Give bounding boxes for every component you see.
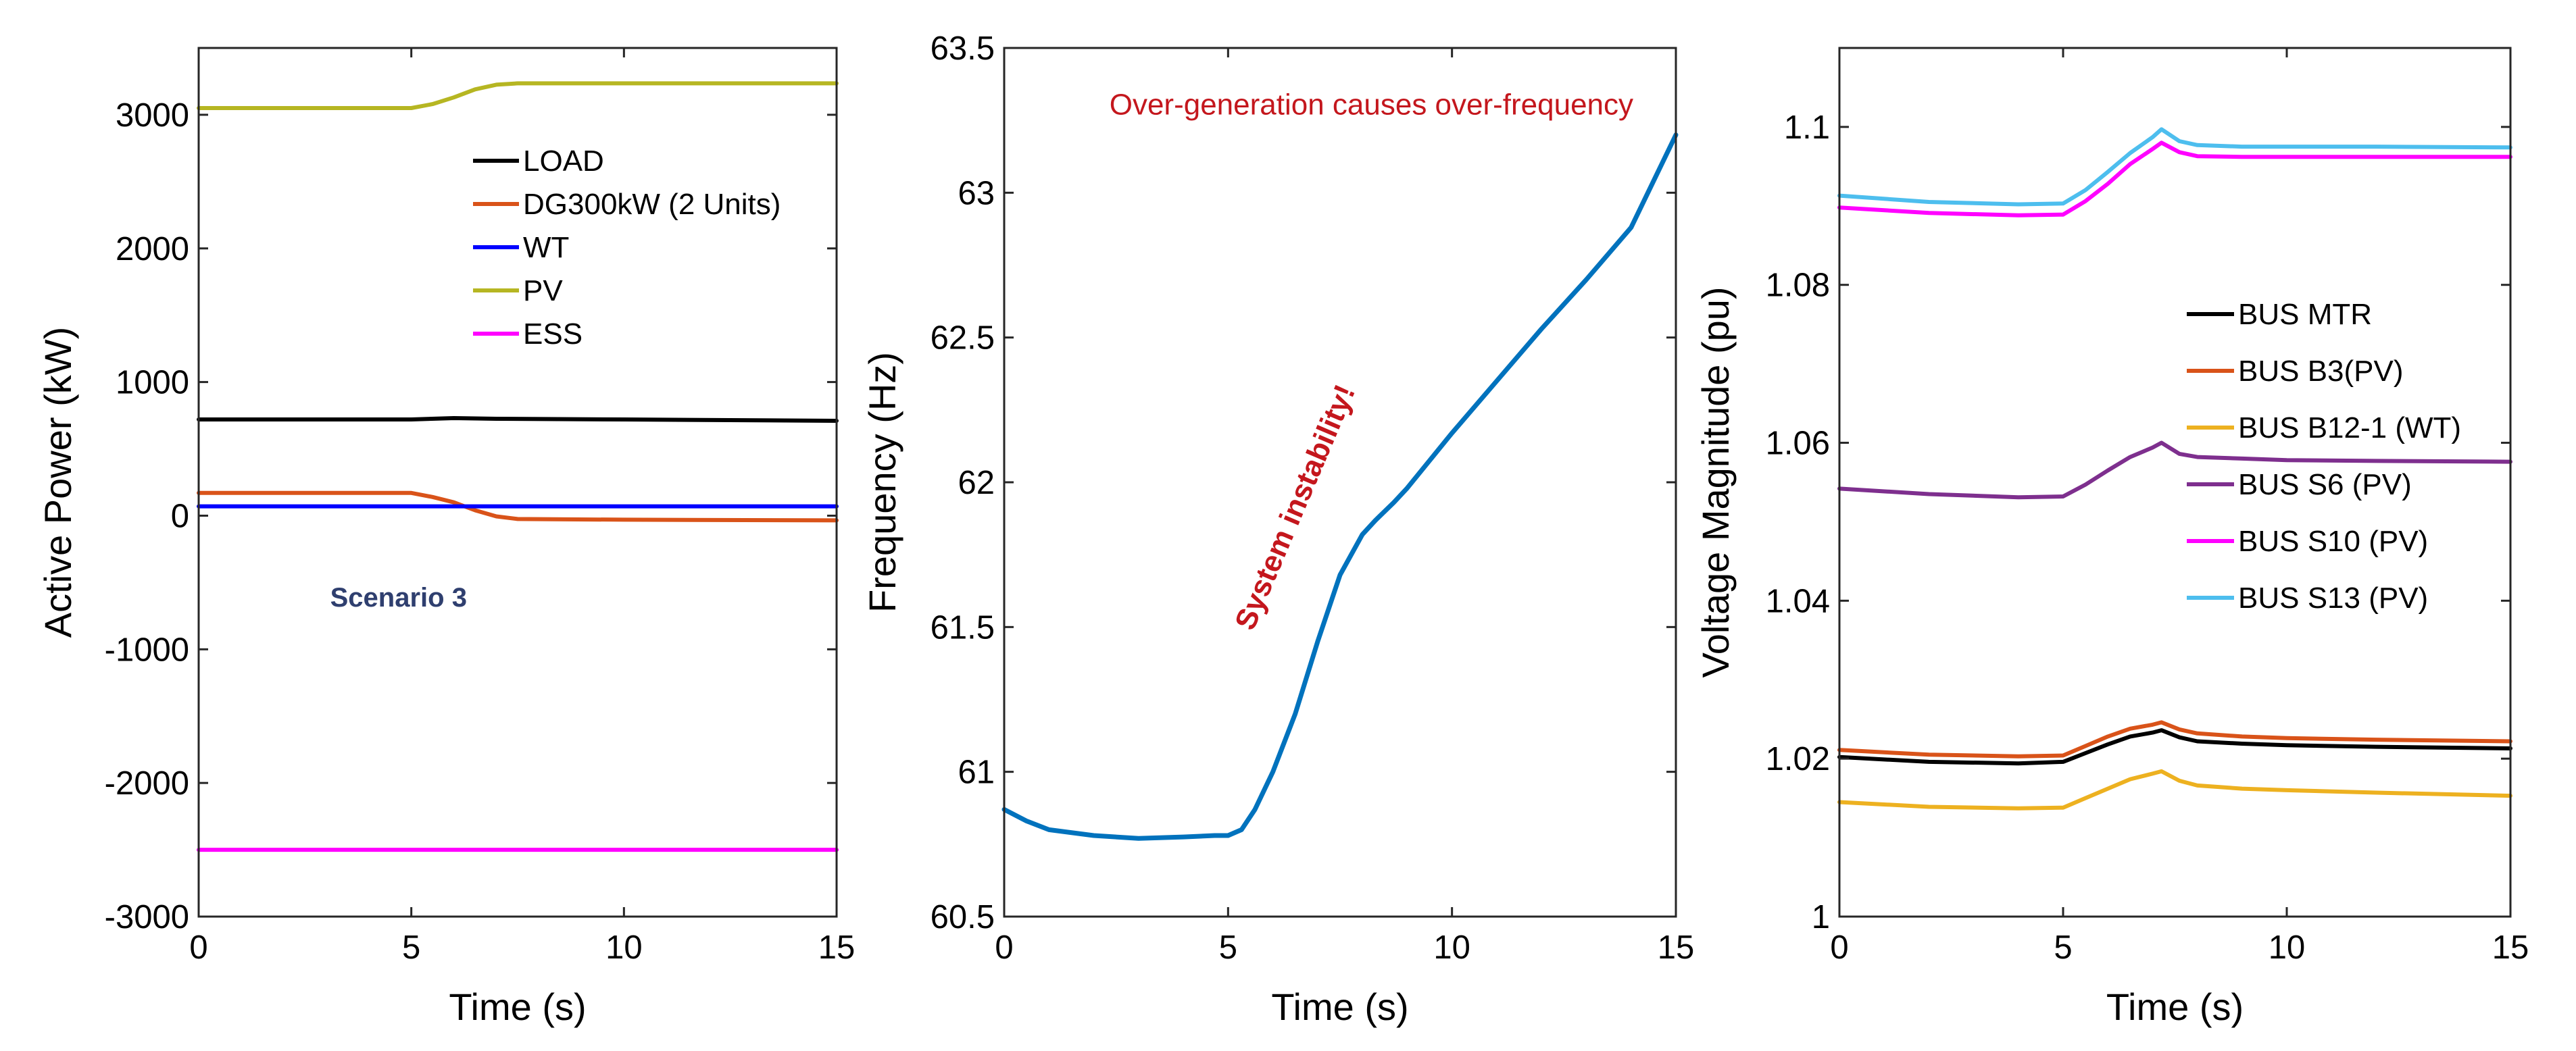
x-tick-label: 10: [2269, 929, 2306, 966]
y-tick-label: 1000: [116, 365, 189, 401]
y-tick-label: -1000: [105, 632, 189, 668]
y-tick-label: 1.1: [1784, 109, 1830, 146]
legend-label: BUS B3(PV): [2238, 355, 2404, 388]
x-axis-label: Time (s): [449, 985, 586, 1028]
y-tick-label: 60.5: [931, 899, 995, 935]
x-tick-label: 15: [1658, 929, 1695, 966]
x-tick-label: 5: [1219, 929, 1237, 966]
chart-panel-1: 0 5 10 15 -3000 -2000 -1000 0 1000 2000 3000 Time (…: [36, 47, 856, 1028]
legend-label: DG300kW (2 Units): [523, 188, 781, 221]
series-line-bus-mtr: [1837, 728, 2512, 766]
legend-label: BUS S6 (PV): [2238, 468, 2412, 501]
chart-annotation: System instability!: [1229, 380, 1362, 635]
y-tick-label: 61: [958, 754, 995, 791]
plot-frame: [1003, 47, 1677, 918]
y-tick-label: 62: [958, 465, 995, 501]
y-tick-label: 1: [1812, 899, 1830, 935]
legend-label: ESS: [523, 317, 583, 351]
y-tick-label: -3000: [105, 899, 189, 935]
y-tick-label: 3000: [116, 97, 189, 134]
x-tick-label: 0: [189, 929, 207, 966]
chart-panel-2: 0 5 10 15 60.5 61 61.5 62 62.5 63 63.5 Time (s) Freq…: [861, 30, 1694, 1028]
legend-label: BUS B12-1 (WT): [2238, 411, 2461, 444]
y-axis-label: Active Power (kW): [36, 327, 79, 638]
x-tick-label: 0: [995, 929, 1013, 966]
series-line-pv: [197, 81, 839, 110]
legend-label: WT: [523, 231, 569, 264]
legend-label: PV: [523, 274, 563, 307]
x-axis-label: Time (s): [1271, 985, 1408, 1028]
x-tick-label: 10: [1433, 929, 1470, 966]
y-tick-label: 61.5: [931, 609, 995, 646]
y-tick-label: 63: [958, 175, 995, 211]
y-tick-label: 1.06: [1766, 426, 1830, 462]
y-tick-label: 1.08: [1766, 267, 1830, 304]
series-line-frequency: [1001, 132, 1679, 841]
legend-label: BUS S10 (PV): [2238, 525, 2428, 558]
chart-annotation: Over-generation causes over-frequency: [1110, 88, 1633, 122]
series-line-bus-s10-pv: [1837, 140, 2512, 217]
y-tick-label: -2000: [105, 765, 189, 802]
y-axis-label: Voltage Magnitude (pu): [1694, 286, 1737, 677]
series-line-bus-s13-pv: [1837, 127, 2512, 207]
y-axis-label: Frequency (Hz): [861, 352, 903, 613]
y-tick-label: 63.5: [931, 30, 995, 67]
x-tick-label: 5: [2054, 929, 2072, 966]
x-tick-label: 5: [402, 929, 420, 966]
plot-frame: [197, 47, 838, 918]
series-line-bus-b12-1-wt: [1837, 769, 2512, 811]
y-tick-label: 2000: [116, 231, 189, 267]
y-tick-label: 1.04: [1766, 583, 1830, 619]
x-tick-label: 15: [818, 929, 856, 966]
legend-label: LOAD: [523, 145, 604, 178]
series-line-load: [197, 416, 839, 423]
series-line-bus-b3-pv: [1837, 720, 2512, 759]
legend-label: BUS S13 (PV): [2238, 582, 2428, 615]
x-axis-label: Time (s): [2106, 985, 2244, 1028]
x-tick-label: 10: [605, 929, 643, 966]
chart-annotation: Scenario 3: [330, 583, 467, 613]
series-line-dg300kw-2-units: [197, 490, 839, 523]
y-tick-label: 0: [171, 498, 189, 534]
chart-panel-3: 0 5 10 15 1 1.02 1.04 1.06 1.08 1.1 Time (s) Voltag…: [1694, 47, 2529, 1028]
plot-frame: [1838, 47, 2512, 918]
x-tick-label: 15: [2492, 929, 2529, 966]
y-tick-label: 62.5: [931, 320, 995, 357]
series-line-bus-s6-pv: [1837, 440, 2512, 500]
y-tick-label: 1.02: [1766, 741, 1830, 777]
legend-label: BUS MTR: [2238, 298, 2372, 331]
x-tick-label: 0: [1830, 929, 1848, 966]
